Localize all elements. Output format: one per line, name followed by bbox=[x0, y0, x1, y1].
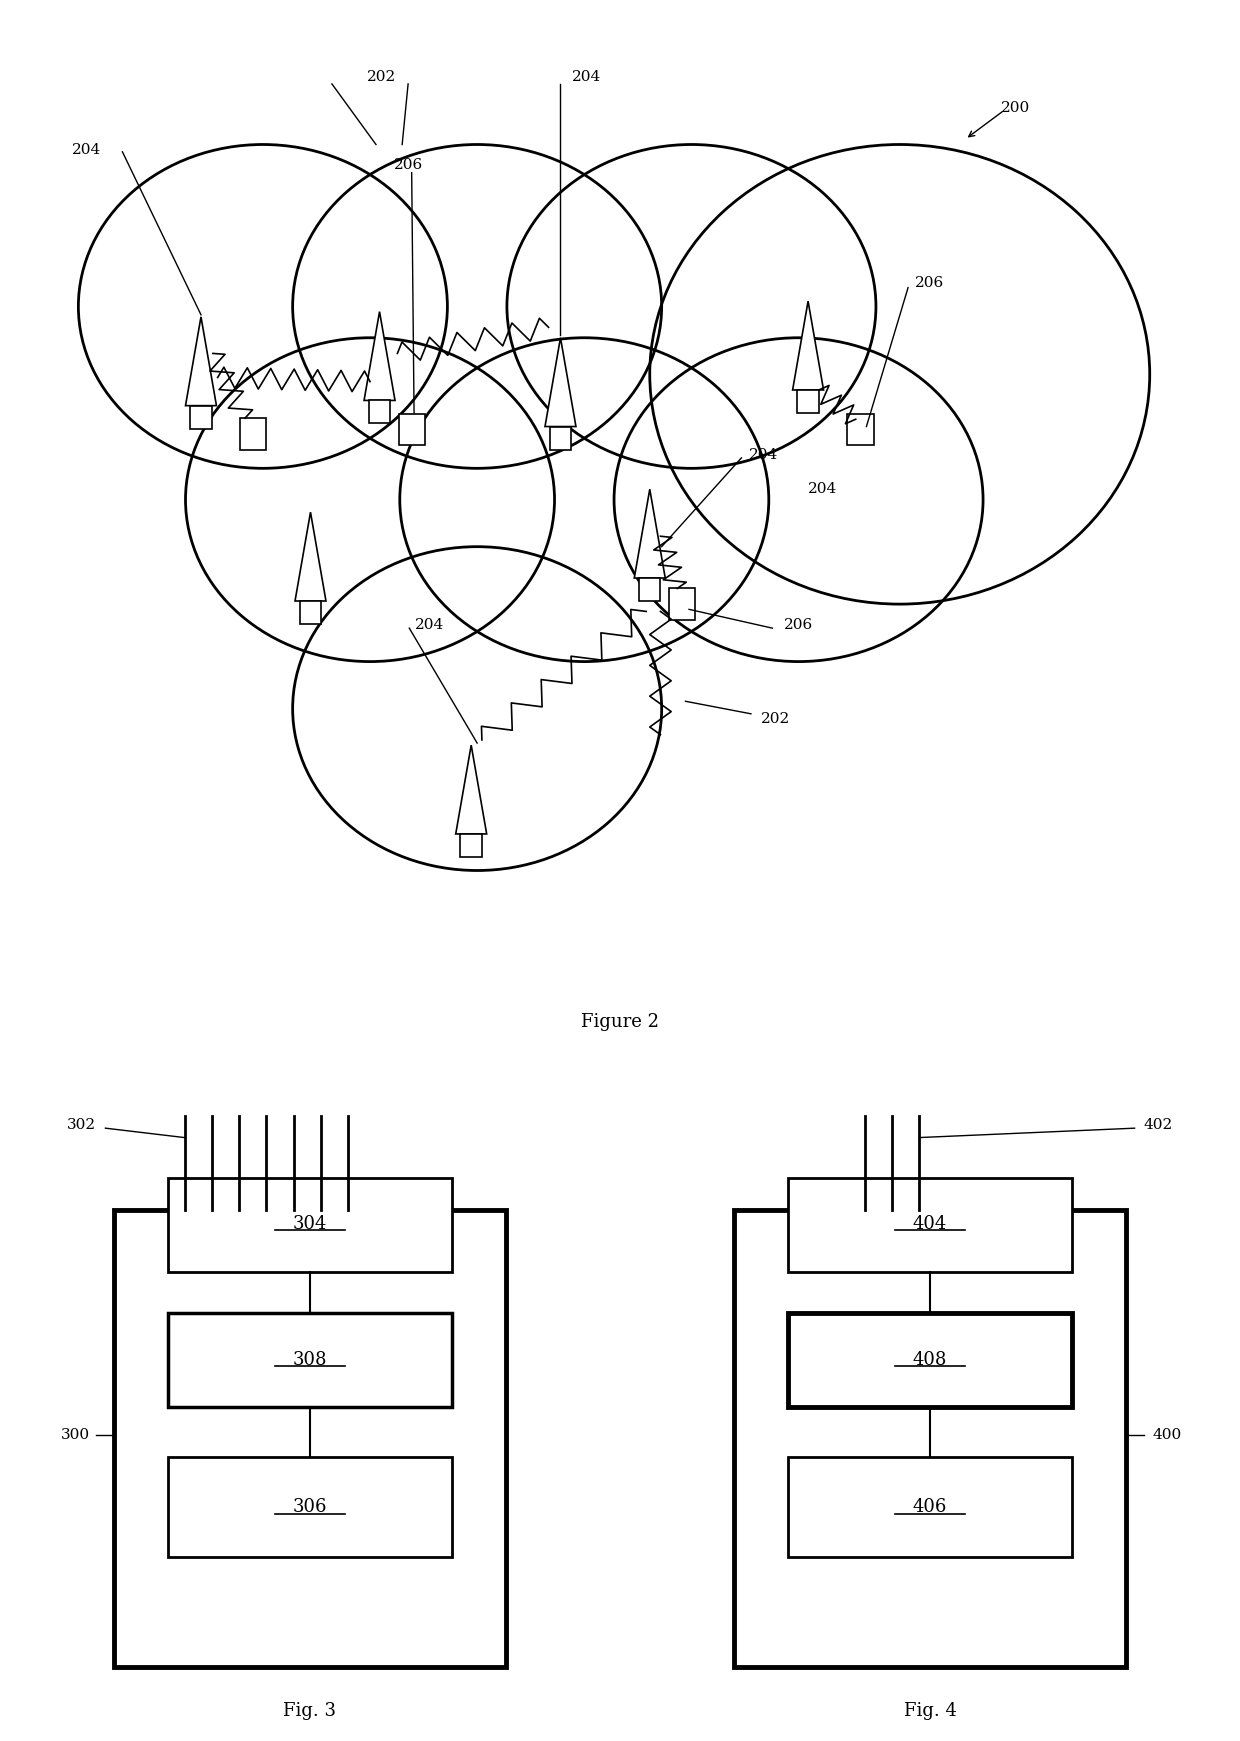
Polygon shape bbox=[295, 512, 326, 601]
Bar bbox=[847, 414, 873, 446]
Polygon shape bbox=[456, 745, 486, 834]
Text: 300: 300 bbox=[61, 1428, 91, 1442]
Text: 206: 206 bbox=[915, 277, 945, 291]
Text: 308: 308 bbox=[293, 1351, 327, 1368]
Text: 404: 404 bbox=[913, 1215, 947, 1233]
Polygon shape bbox=[186, 317, 217, 406]
Polygon shape bbox=[635, 489, 665, 578]
Text: 408: 408 bbox=[913, 1351, 947, 1368]
Text: 402: 402 bbox=[1143, 1118, 1173, 1132]
Text: 400: 400 bbox=[1153, 1428, 1182, 1442]
Polygon shape bbox=[365, 312, 396, 400]
Bar bbox=[668, 588, 694, 620]
Bar bbox=[789, 1457, 1071, 1558]
Text: 204: 204 bbox=[749, 447, 777, 461]
Bar bbox=[169, 1313, 451, 1407]
Bar bbox=[734, 1210, 1126, 1668]
Bar bbox=[169, 1457, 451, 1558]
Text: 204: 204 bbox=[808, 482, 837, 496]
Bar bbox=[549, 427, 572, 449]
Bar bbox=[169, 1179, 451, 1273]
Text: 200: 200 bbox=[1001, 101, 1030, 115]
Text: 406: 406 bbox=[913, 1499, 947, 1516]
Text: 202: 202 bbox=[760, 712, 790, 726]
Bar bbox=[114, 1210, 506, 1668]
Text: Figure 2: Figure 2 bbox=[582, 1013, 658, 1031]
Text: 206: 206 bbox=[394, 158, 423, 172]
Bar bbox=[368, 400, 391, 423]
Text: Fig. 3: Fig. 3 bbox=[284, 1703, 336, 1720]
Text: 306: 306 bbox=[293, 1499, 327, 1516]
Polygon shape bbox=[546, 338, 575, 427]
Text: 202: 202 bbox=[367, 70, 397, 84]
Bar bbox=[241, 418, 267, 449]
Polygon shape bbox=[792, 301, 823, 390]
Text: 304: 304 bbox=[293, 1215, 327, 1233]
Text: Fig. 4: Fig. 4 bbox=[904, 1703, 956, 1720]
Text: 204: 204 bbox=[415, 618, 444, 632]
Bar bbox=[460, 834, 482, 857]
Bar bbox=[398, 414, 425, 446]
Bar bbox=[300, 601, 321, 623]
Text: 302: 302 bbox=[67, 1118, 97, 1132]
Bar bbox=[639, 578, 661, 601]
Bar bbox=[789, 1313, 1071, 1407]
Bar bbox=[789, 1179, 1071, 1273]
Text: 204: 204 bbox=[72, 143, 102, 157]
Bar bbox=[190, 406, 212, 428]
Bar bbox=[797, 390, 818, 413]
Text: 204: 204 bbox=[572, 70, 601, 84]
Text: 206: 206 bbox=[784, 618, 813, 632]
